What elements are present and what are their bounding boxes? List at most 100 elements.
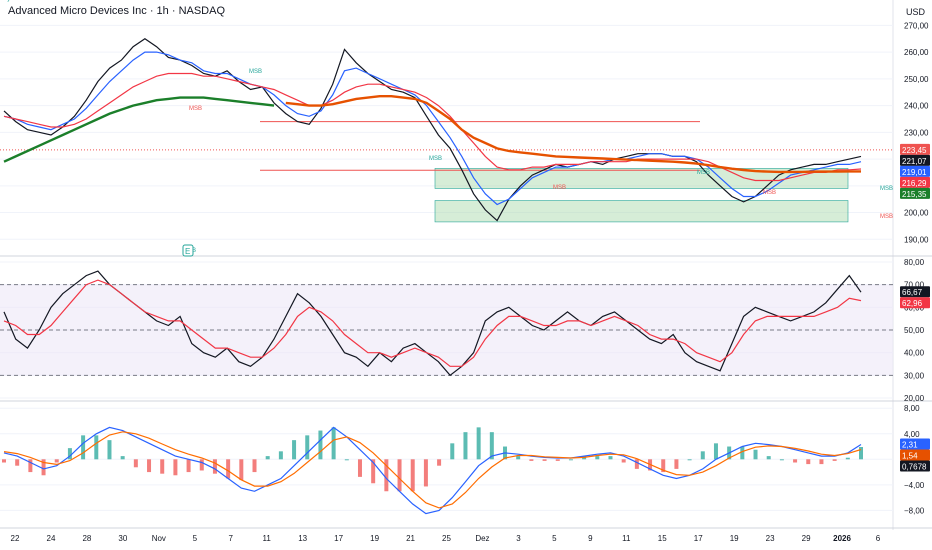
earnings-marker <box>182 244 194 257</box>
price-label-text: 219,01 <box>902 168 927 177</box>
macd-histogram-bar <box>555 459 560 461</box>
macd-histogram-bar <box>806 459 811 465</box>
price-label-box <box>900 438 930 450</box>
series-line <box>285 95 861 174</box>
msb-annotation: MSB <box>189 106 202 112</box>
price-label-box <box>900 143 930 155</box>
y-tick-label: 240,00 <box>904 102 929 111</box>
x-tick-label: 5 <box>552 534 557 543</box>
macd-histogram-bar <box>357 459 362 477</box>
series-line <box>3 426 862 515</box>
currency-label: USD <box>906 7 926 17</box>
macd-histogram-bar <box>173 459 178 476</box>
x-tick-label: 3 <box>516 534 521 543</box>
x-tick-label: 19 <box>730 534 739 543</box>
macd-histogram-bar <box>819 459 824 465</box>
macd-histogram-bar <box>252 459 257 473</box>
series-line <box>3 51 862 206</box>
series-line <box>3 96 275 163</box>
y-tick-label: 190,00 <box>904 235 929 244</box>
macd-histogram-bar <box>410 459 415 492</box>
x-tick-label: Dez <box>475 534 489 543</box>
msb-annotation: MSB <box>553 185 566 191</box>
macd-histogram-bar <box>239 459 244 481</box>
y-tick-label: 8,00 <box>904 404 920 413</box>
price-label-box <box>900 286 930 298</box>
macd-histogram-bar <box>437 459 442 466</box>
y-tick-label: 30,00 <box>904 371 925 380</box>
macd-histogram-bar <box>687 459 692 461</box>
macd-histogram-bar <box>621 459 626 463</box>
macd-histogram-bar <box>331 427 336 460</box>
x-tick-label: Nov <box>152 534 166 543</box>
macd-histogram-bar <box>674 459 679 469</box>
series-line <box>3 431 862 509</box>
macd-histogram-bar <box>450 443 455 460</box>
price-label-box <box>900 176 930 188</box>
msb-annotation: MSB <box>697 170 710 176</box>
msb-annotation: MSB <box>249 69 262 75</box>
price-label-text: 62,96 <box>902 299 923 308</box>
x-tick-label: 25 <box>442 534 451 543</box>
macd-histogram-bar <box>292 440 297 460</box>
macd-histogram-bar <box>318 430 323 460</box>
x-tick-label: 7 <box>229 534 234 543</box>
x-tick-label: 24 <box>47 534 56 543</box>
macd-histogram-bar <box>529 459 534 461</box>
macd-histogram-bar <box>793 459 798 463</box>
x-tick-label: 28 <box>82 534 91 543</box>
macd-histogram-bar <box>423 459 428 487</box>
x-tick-label: 15 <box>658 534 667 543</box>
macd-histogram-bar <box>568 459 573 461</box>
macd-histogram-bar <box>845 457 850 460</box>
x-tick-label: 2026 <box>833 534 851 543</box>
macd-histogram-bar <box>700 451 705 460</box>
price-label-box <box>900 460 930 472</box>
macd-histogram-bar <box>81 435 86 460</box>
macd-histogram-bar <box>186 459 191 473</box>
macd-histogram-bar <box>634 459 639 469</box>
y-tick-label: 260,00 <box>904 48 929 57</box>
macd-histogram-bar <box>476 427 481 460</box>
demand-zone <box>434 168 849 189</box>
macd-histogram-bar <box>265 456 270 460</box>
macd-histogram-bar <box>397 459 402 492</box>
macd-histogram-bar <box>94 435 99 460</box>
series-line <box>3 72 862 182</box>
y-tick-label: 80,00 <box>904 258 925 267</box>
x-tick-label: 17 <box>694 534 703 543</box>
price-label-box <box>900 449 930 461</box>
macd-histogram-bar <box>384 459 389 492</box>
price-label-text: 66,67 <box>902 288 923 297</box>
price-label-box <box>900 297 930 309</box>
price-label-text: 216,29 <box>902 179 927 188</box>
macd-histogram-bar <box>28 459 33 473</box>
price-label-box <box>900 154 930 166</box>
macd-histogram-bar <box>713 443 718 460</box>
demand-zone <box>434 200 849 223</box>
macd-histogram-bar <box>859 447 863 460</box>
price-label-box <box>900 187 930 199</box>
x-tick-label: 11 <box>622 534 631 543</box>
x-tick-label: 9 <box>588 534 593 543</box>
macd-histogram-bar <box>120 456 125 460</box>
price-label-text: 0,7678 <box>902 463 927 472</box>
macd-histogram-bar <box>133 459 138 468</box>
macd-histogram-bar <box>779 459 784 461</box>
macd-histogram-bar <box>740 446 745 460</box>
x-tick-label: 13 <box>298 534 307 543</box>
macd-histogram-bar <box>199 459 204 471</box>
chart-title: Advanced Micro Devices Inc · 1h · NASDAQ <box>8 5 226 17</box>
y-tick-label: 50,00 <box>904 326 925 335</box>
x-tick-label: 6 <box>876 534 881 543</box>
x-tick-label: 17 <box>334 534 343 543</box>
y-tick-label: 20,00 <box>904 394 925 403</box>
y-tick-label: 4,00 <box>904 430 920 439</box>
msb-annotation: Buy 65 <box>0 0 19 2</box>
price-label-text: 223,45 <box>902 146 927 155</box>
x-tick-label: 29 <box>802 534 811 543</box>
macd-histogram-bar <box>67 448 72 460</box>
y-tick-label: 200,00 <box>904 209 929 218</box>
macd-histogram-bar <box>107 440 112 460</box>
